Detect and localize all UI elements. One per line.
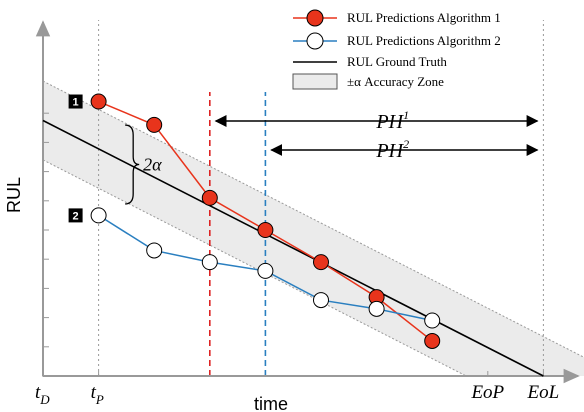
ph1-label: PH1 bbox=[375, 108, 409, 133]
y-axis-label: RUL bbox=[4, 177, 24, 213]
ph2-label: PH2 bbox=[375, 137, 409, 162]
legend-label-ground-truth: RUL Ground Truth bbox=[347, 54, 447, 69]
legend-label-accuracy-zone: ±α Accuracy Zone bbox=[347, 74, 444, 89]
x-tick-label-3: EoL bbox=[527, 382, 560, 403]
x-tick-label-2: EoP bbox=[470, 382, 504, 403]
legend-item-algorithm-2: RUL Predictions Algorithm 2 bbox=[293, 32, 501, 50]
series-2-point bbox=[146, 242, 163, 259]
series-1-point bbox=[90, 93, 107, 110]
legend-label-algorithm-2: RUL Predictions Algorithm 2 bbox=[347, 33, 501, 48]
alpha-brace bbox=[125, 124, 140, 205]
series-1-point bbox=[146, 116, 163, 133]
series-1-point bbox=[201, 189, 218, 206]
series-2-badge-label: 2 bbox=[73, 210, 79, 222]
legend-item-algorithm-1: RUL Predictions Algorithm 1 bbox=[293, 9, 501, 27]
alpha-label: 2α bbox=[143, 155, 162, 175]
legend: RUL Predictions Algorithm 1 RUL Predicti… bbox=[292, 9, 501, 90]
series-2-point bbox=[313, 292, 329, 309]
x-tick-label-1: tP bbox=[91, 382, 104, 407]
series-2-point bbox=[368, 300, 385, 317]
series-1-badge bbox=[68, 94, 83, 109]
series-2-point bbox=[424, 312, 441, 329]
ground-truth-line bbox=[42, 119, 544, 377]
accuracy-zone-upper-bound bbox=[42, 80, 584, 358]
series-2-badge bbox=[68, 208, 83, 223]
series-1-point bbox=[313, 254, 329, 271]
x-axis-label: time bbox=[254, 394, 288, 412]
legend-item-accuracy-zone: ±α Accuracy Zone bbox=[292, 73, 444, 90]
series-1-point bbox=[257, 222, 274, 238]
series-2-point bbox=[90, 207, 107, 224]
series-2-point bbox=[201, 254, 218, 271]
series-2-point bbox=[257, 262, 274, 279]
accuracy-zone bbox=[43, 81, 584, 376]
legend-item-ground-truth: RUL Ground Truth bbox=[293, 54, 447, 69]
series-1-point bbox=[424, 332, 441, 349]
accuracy-zone-lower-bound bbox=[42, 159, 467, 377]
legend-label-algorithm-1: RUL Predictions Algorithm 1 bbox=[347, 10, 501, 25]
series-1-badge-label: 1 bbox=[73, 97, 79, 109]
x-tick-label-0: tD bbox=[35, 382, 50, 407]
